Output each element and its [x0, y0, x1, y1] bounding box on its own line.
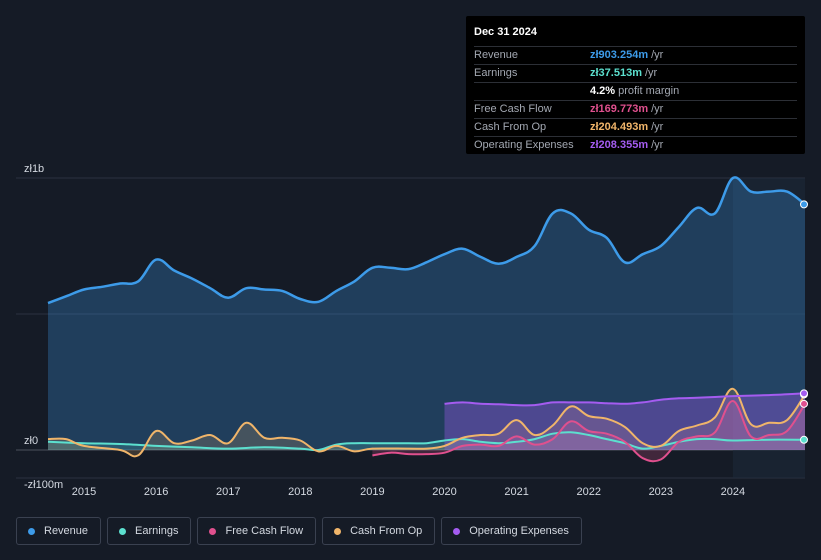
legend-label: Free Cash Flow	[225, 525, 304, 537]
line-earnings	[47, 431, 806, 452]
tooltip-unit: /yr	[651, 49, 664, 61]
x-tick-label: 2016	[144, 486, 168, 498]
tooltip-label: Operating Expenses	[474, 139, 574, 151]
legend-dot-icon	[28, 527, 35, 535]
x-axis-labels: 2015 2016 2017 2018 2019 2020 2021 2022 2023 2024	[72, 486, 745, 498]
legend-dot-icon	[453, 527, 461, 535]
x-tick-label: 2018	[288, 486, 312, 498]
y-tick-label: zł0	[24, 435, 38, 447]
x-tick-label: 2021	[504, 486, 528, 498]
line-cash-from-op	[47, 387, 806, 458]
legend-item-operating-expenses[interactable]: Operating Expenses	[441, 517, 582, 545]
end-dot-earnings	[800, 435, 808, 444]
legend-dot-icon	[209, 527, 217, 535]
area-cash-from-op	[48, 388, 805, 457]
legend-item-revenue[interactable]: Revenue	[16, 517, 102, 545]
line-operating-expenses	[444, 392, 806, 407]
legend-dot-icon	[119, 527, 127, 535]
series-lines	[47, 176, 806, 463]
legend-label: Earnings	[135, 525, 179, 537]
grid-lines	[16, 177, 805, 479]
x-tick-label: 2015	[72, 486, 96, 498]
y-tick-label: -zł100m	[24, 479, 63, 491]
tooltip-value: zł204.493m	[590, 121, 649, 133]
tooltip-value: zł37.513m	[590, 67, 642, 79]
area-earnings	[48, 432, 805, 451]
legend-dot-icon	[334, 527, 342, 535]
tooltip-row-profit-margin: 4.2% profit margin	[474, 83, 797, 101]
area-revenue	[48, 177, 805, 450]
tooltip-unit: /yr	[651, 121, 664, 133]
tooltip-row-cash-from-op: Cash From Op zł204.493m /yr	[474, 119, 797, 137]
chart-legend: Revenue Earnings Free Cash Flow Cash Fro…	[16, 517, 582, 545]
tooltip-label: Cash From Op	[474, 121, 547, 133]
tooltip-value: zł208.355m	[590, 139, 649, 151]
tooltip-label: Free Cash Flow	[474, 103, 552, 115]
tooltip-row-revenue: Revenue zł903.254m /yr	[474, 47, 797, 65]
tooltip-label: Earnings	[474, 67, 518, 79]
tooltip-value: zł903.254m	[590, 49, 649, 61]
profit-margin-text: profit margin	[618, 85, 680, 97]
legend-item-free-cash-flow[interactable]: Free Cash Flow	[197, 517, 317, 545]
x-tick-label: 2020	[432, 486, 456, 498]
tooltip-unit: /yr	[651, 139, 664, 151]
tooltip-value: zł169.773m	[590, 103, 649, 115]
x-tick-label: 2017	[216, 486, 240, 498]
x-tick-label: 2022	[576, 486, 600, 498]
legend-item-cash-from-op[interactable]: Cash From Op	[322, 517, 436, 545]
tooltip-row-free-cash-flow: Free Cash Flow zł169.773m /yr	[474, 101, 797, 119]
series-areas	[48, 177, 805, 462]
profit-margin-value: 4.2%	[590, 85, 616, 97]
line-free-cash-flow	[372, 400, 806, 463]
legend-label: Cash From Op	[350, 525, 423, 537]
y-tick-label: zł1b	[24, 163, 44, 175]
end-dot-free-cash-flow	[800, 399, 808, 408]
legend-label: Operating Expenses	[469, 525, 569, 537]
data-tooltip: Dec 31 2024 Revenue zł903.254m /yr Earni…	[466, 16, 805, 154]
legend-item-earnings[interactable]: Earnings	[107, 517, 192, 545]
tooltip-label: Revenue	[474, 49, 519, 61]
line-revenue	[47, 176, 806, 305]
x-tick-label: 2019	[360, 486, 384, 498]
legend-label: Revenue	[44, 525, 89, 537]
end-dot-revenue	[800, 200, 808, 209]
tooltip-date: Dec 31 2024	[474, 24, 797, 47]
tooltip-unit: /yr	[644, 67, 658, 79]
tooltip-row-earnings: Earnings zł37.513m /yr	[474, 65, 797, 83]
x-tick-label: 2023	[649, 486, 673, 498]
series-end-markers	[800, 200, 808, 444]
tooltip-unit: /yr	[651, 103, 664, 115]
tooltip-label-empty	[474, 83, 590, 100]
forecast-highlight-band	[732, 178, 805, 478]
y-axis-labels: zł1b zł0 -zł100m	[24, 163, 63, 491]
tooltip-row-operating-expenses: Operating Expenses zł208.355m /yr	[474, 137, 797, 154]
end-dot-operating-expenses	[800, 389, 808, 398]
x-tick-label: 2024	[721, 486, 745, 498]
